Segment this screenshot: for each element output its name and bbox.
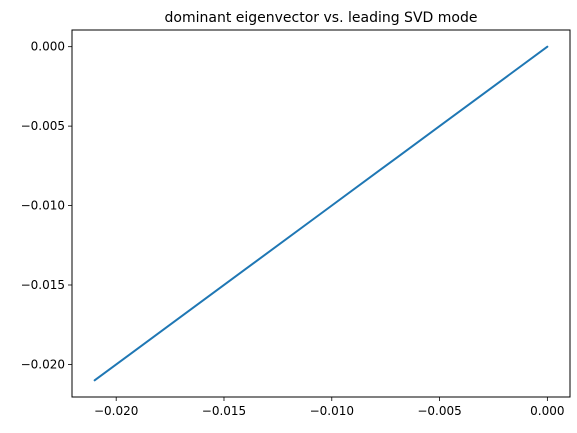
y-tick-label: −0.010: [21, 199, 65, 213]
plot-area: [93, 45, 549, 382]
y-axis: 0.000 −0.005 −0.010 −0.015 −0.020: [21, 40, 72, 371]
x-tick-label: 0.000: [530, 404, 564, 418]
y-tick-label: −0.005: [21, 119, 65, 133]
y-tick-label: −0.015: [21, 278, 65, 292]
y-tick-label: 0.000: [31, 40, 65, 54]
x-tick-label: −0.005: [417, 404, 461, 418]
series-line: [93, 45, 549, 382]
axes-frame: [71, 29, 571, 398]
x-tick-label: −0.020: [94, 404, 138, 418]
y-tick-label: −0.020: [21, 357, 65, 371]
x-tick-label: −0.015: [202, 404, 246, 418]
x-axis: −0.020 −0.015 −0.010 −0.005 0.000: [94, 397, 565, 418]
chart-title: dominant eigenvector vs. leading SVD mod…: [165, 10, 478, 26]
x-tick-label: −0.010: [310, 404, 354, 418]
